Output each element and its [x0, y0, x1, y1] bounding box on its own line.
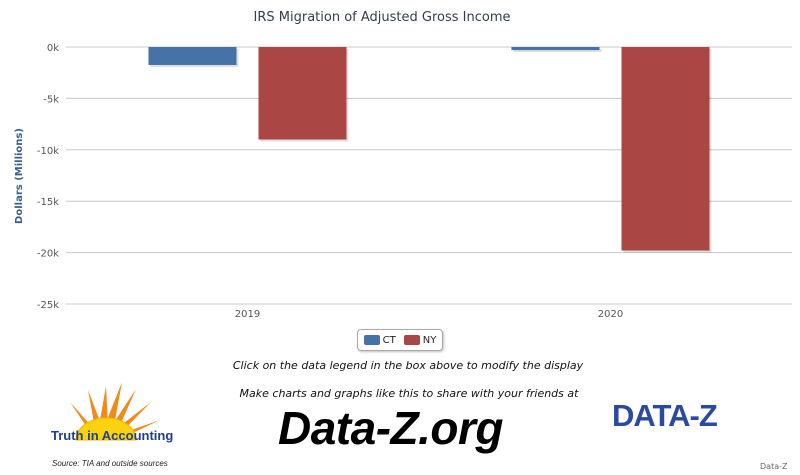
legend-item-ny[interactable]: NY — [403, 334, 437, 346]
legend-label-ny: NY — [422, 334, 437, 346]
legend-hint-text: Click on the data legend in the box abov… — [232, 359, 584, 372]
tia-logo-text: Truth in Accounting — [51, 428, 174, 443]
source-note: Source: TIA and outside sources — [52, 459, 168, 468]
axes: 0k -5k -10k -15k -20k -25k 2019 2020 — [37, 43, 623, 320]
bar-ct-2020[interactable] — [511, 47, 600, 51]
bars — [148, 47, 712, 253]
y-axis-label: Dollars (Millions) — [14, 128, 25, 224]
y-tick-label: -25k — [37, 300, 59, 311]
bar-ct-2019[interactable] — [148, 47, 237, 65]
y-tick-label: -5k — [43, 94, 59, 105]
y-tick-label: -15k — [37, 197, 59, 208]
sun-logo-icon — [56, 382, 160, 441]
legend-swatch-ct — [363, 335, 380, 345]
site-url[interactable]: Data-Z.org — [278, 402, 504, 454]
legend-swatch-ny — [403, 335, 420, 345]
share-text: Make charts and graphs like this to shar… — [239, 387, 579, 400]
legend[interactable]: CT NY — [357, 329, 443, 351]
bar-ny-2019[interactable] — [258, 47, 347, 140]
legend-item-ct[interactable]: CT — [363, 334, 396, 346]
data-z-logo: DATA-Z — [612, 398, 718, 433]
credit-label: Data-Z — [760, 462, 788, 471]
x-tick-label: 2019 — [235, 309, 260, 320]
bar-shadow — [513, 49, 602, 53]
chart-title: IRS Migration of Adjusted Gross Income — [254, 10, 511, 25]
y-tick-label: 0k — [47, 43, 59, 54]
legend-label-ct: CT — [382, 334, 396, 346]
y-tick-label: -20k — [37, 249, 59, 260]
x-tick-label: 2020 — [598, 309, 623, 320]
y-tick-label: -10k — [37, 146, 59, 157]
bar-ny-2020[interactable] — [621, 47, 710, 251]
